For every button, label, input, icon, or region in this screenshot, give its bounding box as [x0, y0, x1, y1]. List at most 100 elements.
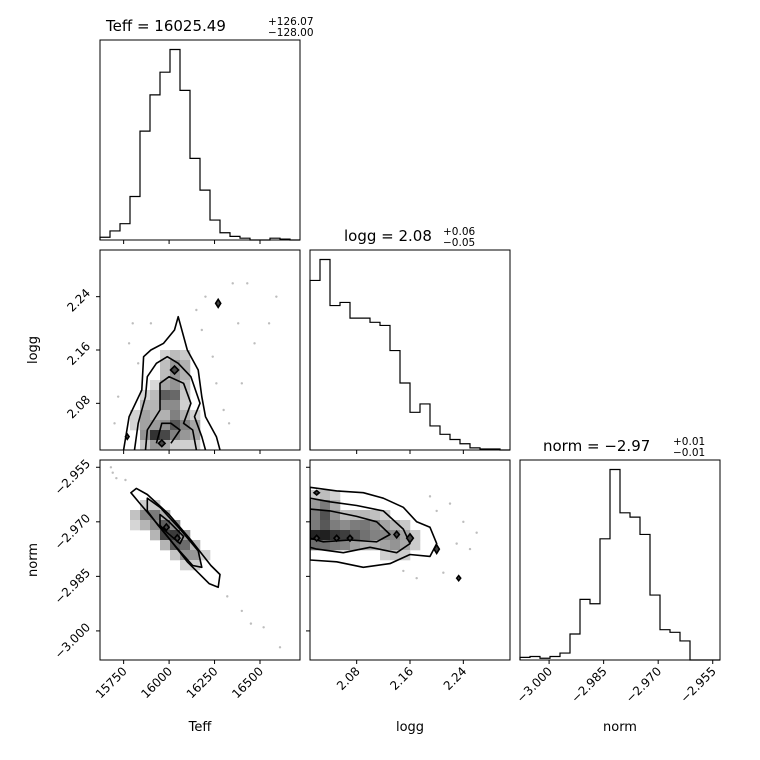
- contour-level-3: [159, 513, 185, 545]
- scatter-point: [262, 626, 265, 629]
- contour-level-2: [146, 497, 203, 569]
- density-cell: [320, 510, 331, 521]
- density-cell: [170, 430, 181, 441]
- contour-island: [214, 297, 222, 309]
- density-cell: [180, 430, 191, 441]
- density-cell: [310, 510, 321, 521]
- scatter-point: [124, 478, 127, 482]
- x-axis-label-teff: Teff: [188, 720, 213, 735]
- contour-island: [405, 532, 415, 544]
- density-cell: [330, 530, 341, 541]
- scatter-point: [468, 547, 472, 551]
- density-cell: [160, 380, 171, 391]
- histogram-teff: [99, 39, 301, 244]
- density-cell: [140, 400, 151, 411]
- scatter-point: [211, 355, 214, 358]
- density-cell: [170, 410, 181, 421]
- density-cell: [370, 510, 381, 521]
- scatter-point: [267, 322, 271, 325]
- density-cell: [380, 550, 391, 561]
- density-cell: [350, 520, 361, 531]
- density-cell: [400, 550, 411, 561]
- density-cell: [370, 520, 381, 531]
- axes-frame: [99, 459, 301, 661]
- density-cell: [320, 530, 331, 541]
- contour-island: [169, 364, 180, 376]
- scatter-point: [195, 308, 198, 312]
- density-cell: [160, 530, 171, 541]
- density-cell: [180, 410, 191, 421]
- density-cell: [130, 420, 141, 431]
- scatter-point: [115, 476, 118, 480]
- density-cell: [180, 550, 191, 561]
- title-norm-err-minus: −0.01: [673, 447, 705, 459]
- density-cell: [140, 510, 151, 521]
- title-teff-err-minus: −128.00: [268, 27, 314, 39]
- density-cell: [170, 530, 181, 541]
- scatter-point: [253, 342, 256, 345]
- scatter-point: [227, 422, 231, 425]
- title-logg: logg = 2.08: [344, 227, 432, 245]
- density-cell: [160, 430, 171, 441]
- scatter-point: [448, 502, 452, 505]
- density-cell: [150, 520, 161, 531]
- title-teff: Teff = 16025.49: [105, 17, 226, 35]
- density-cell: [360, 530, 371, 541]
- contour-island: [157, 438, 167, 448]
- density-cell: [150, 380, 161, 391]
- contour-level-1: [130, 487, 221, 589]
- density-cell: [330, 520, 341, 531]
- density-cell: [320, 500, 331, 511]
- density-cell: [350, 510, 361, 521]
- density-cell: [310, 540, 321, 551]
- density-cell: [190, 430, 201, 441]
- contour-island: [312, 489, 321, 496]
- density-cell: [360, 510, 371, 521]
- density-cell: [150, 500, 161, 511]
- scatter-point: [113, 422, 116, 425]
- contour-island: [312, 534, 321, 543]
- contour-island: [346, 534, 354, 543]
- scatter-point: [442, 571, 445, 574]
- density-cell: [170, 520, 181, 531]
- contour-level-2: [310, 497, 411, 554]
- density-cell: [160, 400, 171, 411]
- density-cell: [160, 350, 171, 361]
- density-cell: [310, 490, 321, 501]
- density-cell: [140, 430, 151, 441]
- density-cell: [380, 520, 391, 531]
- scatter-point: [204, 295, 207, 298]
- contour-island: [455, 574, 462, 583]
- density-cell: [310, 530, 321, 541]
- density-cell: [310, 500, 321, 511]
- density-cell: [150, 410, 161, 421]
- density-cell: [150, 390, 161, 401]
- density-cell: [180, 360, 191, 371]
- density-cell: [350, 540, 361, 551]
- density-cell: [160, 540, 171, 551]
- density-cell: [330, 500, 341, 511]
- histogram-step-line: [309, 258, 510, 451]
- density-cell: [320, 490, 331, 501]
- scatter-point: [200, 328, 204, 332]
- density-cell: [400, 530, 411, 541]
- histogram-step-line: [519, 468, 720, 661]
- scatter-point: [136, 362, 140, 365]
- density-cell: [170, 390, 181, 401]
- scatter-point: [246, 282, 249, 285]
- density-cell: [370, 530, 381, 541]
- density-cell: [160, 420, 171, 431]
- density-cell: [160, 360, 171, 371]
- density-cell: [170, 420, 181, 431]
- contour-level-3: [144, 375, 198, 450]
- title-logg-err-plus: +0.06: [443, 226, 475, 238]
- title-norm-err-plus: +0.01: [673, 436, 705, 448]
- density-cell: [410, 540, 421, 551]
- scatter-point: [278, 646, 282, 649]
- scatter-point: [455, 542, 458, 545]
- density-cell: [170, 350, 181, 361]
- contour-island: [332, 534, 341, 543]
- density-cell: [150, 430, 161, 441]
